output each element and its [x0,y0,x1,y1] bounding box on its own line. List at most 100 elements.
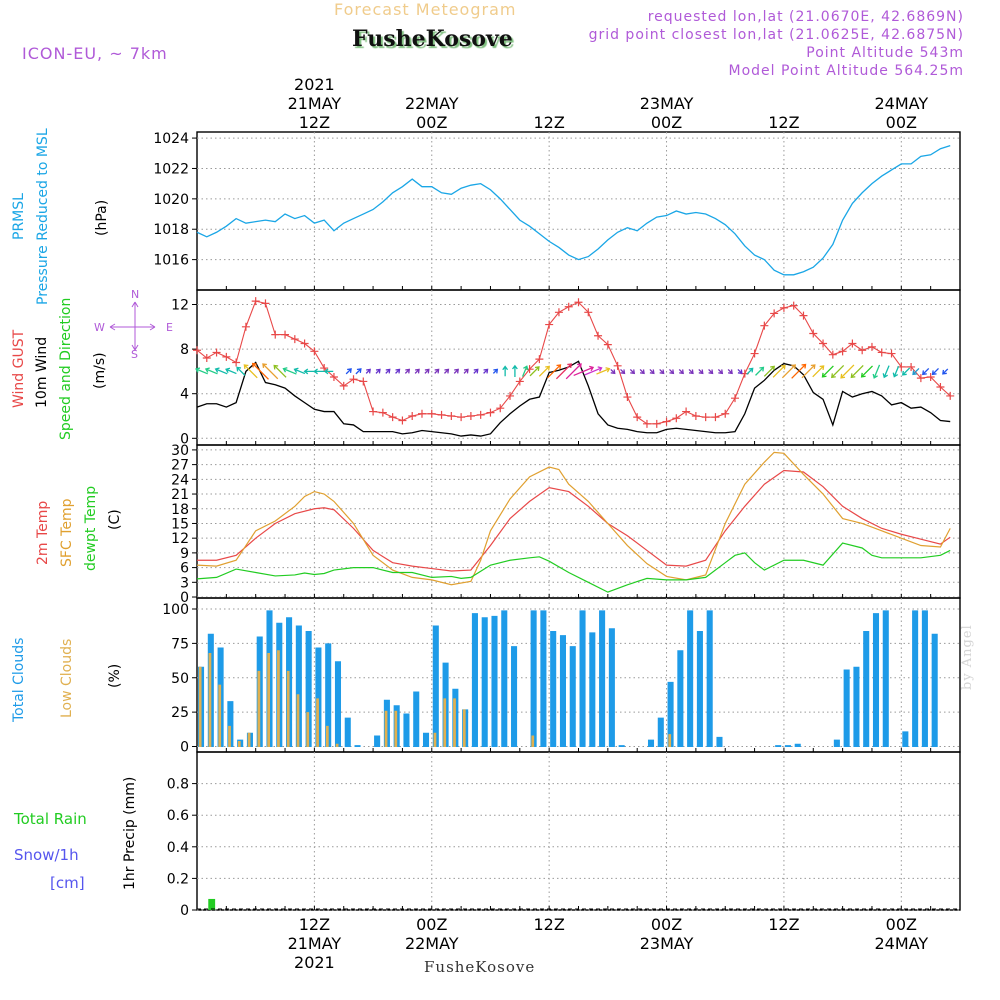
gust-marker [300,339,309,348]
gust-marker [672,414,681,423]
wind-direction-arrow [355,368,362,375]
gridpoint-coordinates: grid point closest lon,lat (21.0625E, 42… [588,27,964,43]
low-cloud-bar [453,698,456,747]
gust-marker [486,408,495,417]
total-cloud-bar [344,717,351,747]
gust-marker [564,302,573,311]
wind-direction-arrow [414,368,420,374]
gust-marker [496,404,505,413]
total-cloud-bar [902,731,909,747]
ylabel-unit-hpa: (hPa) [94,200,110,236]
wind-direction-arrow [872,364,881,379]
panel-frame-1 [196,131,961,291]
compass-ew-arrow-icon [109,323,156,331]
wind-direction-arrow [573,365,595,377]
wind-direction-arrow [912,367,920,376]
total-cloud-bar [422,732,430,747]
gust-marker [447,412,456,421]
wind-direction-arrow [629,368,636,375]
gust-marker [261,299,270,308]
wind-direction-arrow [511,364,518,378]
time-label-top: 2021 [294,75,335,94]
gust-marker [466,412,475,421]
wind-direction-arrow [395,368,401,374]
gust-marker [574,298,583,307]
wind-direction-arrow [434,368,440,374]
gust-marker [193,346,201,355]
gust-marker [858,346,867,355]
low-cloud-bar [247,732,251,747]
gust-marker [359,377,368,386]
gust-marker [398,416,407,425]
gust-marker [427,409,436,418]
total-cloud-bar [775,745,782,747]
low-cloud-bar [228,725,231,747]
ylabel-dewpt-temp: dewpt Temp [83,486,99,571]
gust-marker [310,347,319,356]
time-label-bottom: 12Z [533,915,564,934]
wind-direction-arrow [538,365,550,377]
panel-frame-5 [196,751,961,911]
wind-direction-arrow [375,368,381,374]
time-label-top: 12Z [768,113,799,132]
ylabel-prmsl: PRMSL [11,193,27,240]
gust-marker [691,412,700,421]
low-cloud-bar [531,735,535,747]
time-label-bottom: 22MAY [405,934,459,953]
wind-direction-arrow [737,368,743,375]
wind-direction-arrow [860,365,873,378]
gust-marker [271,330,280,339]
total-cloud-bar [706,610,713,747]
y-tick-label: 8 [180,342,189,358]
gust-marker [731,394,740,403]
low-cloud-bar [286,670,290,747]
gust-marker [907,362,916,371]
y-tick-label: 0 [180,590,189,606]
y-tick-label: 0.2 [167,871,189,887]
legend-snow-unit: [cm] [50,874,85,892]
y-tick-label: 21 [171,487,189,503]
total-cloud-bar [843,669,850,747]
low-cloud-bar [668,734,672,747]
y-tick-label: 0 [180,431,189,447]
time-label-top: 12Z [299,113,330,132]
total-cloud-bar [589,632,596,747]
low-cloud-bar [325,725,329,747]
time-label-bottom: 00Z [416,915,447,934]
y-tick-label: 12 [171,297,189,313]
gust-marker [633,413,642,422]
total-cloud-bar [794,743,801,747]
wind-direction-arrow [698,368,704,375]
wind-direction-arrow [850,365,864,379]
wind-direction-arrow [365,368,371,374]
total-cloud-bar [872,613,880,747]
wind-direction-arrow [639,368,645,375]
low-cloud-bar [443,698,447,747]
gust-marker [515,377,524,386]
wind-direction-arrow [243,364,258,379]
y-tick-label: 24 [171,472,189,488]
ylabel-total-clouds: Total Clouds [11,638,27,723]
y-tick-label: 0.4 [167,840,189,856]
time-label-top: 22MAY [405,94,459,113]
y-tick-label: 0 [180,903,189,919]
y-tick-label: 100 [162,602,189,618]
compass-north: N [131,288,139,301]
rain-bar [208,898,216,910]
gust-marker [916,374,925,383]
gust-marker [750,349,759,358]
wind-direction-arrow [708,368,714,375]
time-label-bottom: 2021 [294,953,335,972]
gust-marker [721,409,730,418]
wind-direction-arrow [195,367,208,375]
wind-direction-arrow [772,364,786,378]
total-cloud-bar [618,745,625,747]
total-cloud-bar [354,745,361,747]
ylabel-1hr-precip: 1hr Precip (mm) [122,777,138,890]
wind-direction-arrow [313,368,325,375]
y-tick-label: 1024 [153,131,189,147]
total-cloud-bar [696,631,703,747]
wind-direction-arrow [892,365,900,378]
total-cloud-bar [833,739,840,747]
wind-direction-arrow [282,367,297,375]
